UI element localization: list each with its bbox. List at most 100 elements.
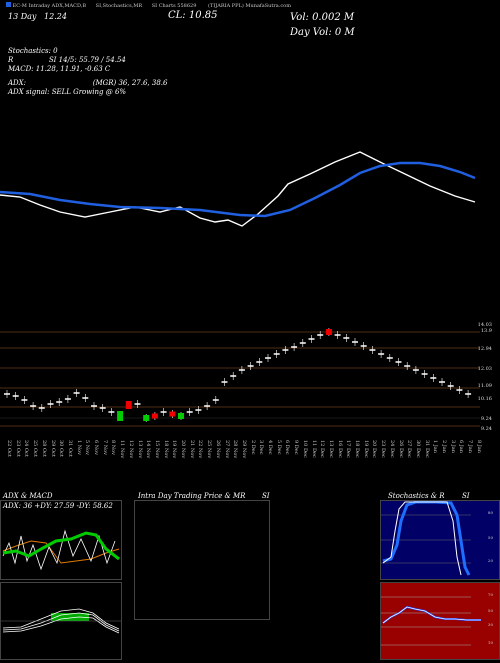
date-label: 23 Oct xyxy=(14,440,21,457)
date-label: 18 Dec xyxy=(354,440,360,458)
candle-body xyxy=(99,407,106,409)
candle-body xyxy=(404,365,411,367)
date-label: 25 Nov xyxy=(206,440,213,459)
date-label: 30 Dec xyxy=(414,440,421,458)
date-label: 10 Dec xyxy=(301,440,308,458)
rsi-tick: 30 xyxy=(487,622,493,627)
header-item-2: ADX,MACD,B xyxy=(51,3,87,9)
price-tick: 9.24 xyxy=(480,426,492,432)
date-label: 2 Dec xyxy=(249,440,256,455)
candle-body xyxy=(439,381,445,383)
candle-body xyxy=(334,334,341,336)
date-label: 17 Dec xyxy=(345,440,352,458)
candle-body xyxy=(82,397,89,399)
intraday-panel-si: SI xyxy=(262,492,270,500)
date-label: 26 Dec xyxy=(397,440,404,458)
macd-histogram xyxy=(1,608,121,634)
date-label: 27 Dec xyxy=(406,440,413,458)
stoch-panel-si: SI xyxy=(462,492,470,500)
candle-body xyxy=(378,353,385,355)
date-label: 22 Nov xyxy=(197,440,204,459)
candle-body xyxy=(73,392,80,394)
macd-white-line xyxy=(0,151,476,227)
candle-body xyxy=(204,405,211,407)
date-label: 22 Oct xyxy=(6,440,12,457)
date-label: 1 Jan xyxy=(432,440,439,453)
candle-body xyxy=(169,411,176,417)
date-label: 20 Nov xyxy=(180,440,186,459)
date-label: 13 Dec xyxy=(327,440,334,458)
date-label: 29 Nov xyxy=(240,440,247,459)
rsi-tick: 50 xyxy=(487,608,493,613)
vol-label: Vol: 0.002 M xyxy=(290,12,355,23)
stochastics-lines xyxy=(381,501,471,576)
stochastics-panel: 80 50 20 xyxy=(380,500,500,580)
date-label: 19 Nov xyxy=(171,440,178,459)
chart-header: EC-M Intraday ADX,MACD,B SI,Stochastics,… xyxy=(0,2,500,9)
price-tick: 14.03 xyxy=(477,322,492,328)
candle-body xyxy=(291,346,298,348)
date-label: 21 Nov xyxy=(188,440,195,459)
date-label: 20 Dec xyxy=(371,440,378,458)
candle-body xyxy=(230,375,237,377)
rsi-tick: 10 xyxy=(487,640,493,645)
date-label: 7 Nov xyxy=(101,440,108,455)
adx-lines xyxy=(2,529,120,571)
candle-body xyxy=(421,373,428,375)
candle-body xyxy=(186,411,193,413)
date-label: 24 Dec xyxy=(388,440,395,458)
stoch-tick: 50 xyxy=(487,535,493,540)
intraday-panel-title: Intra Day Trading Price & MR xyxy=(138,492,246,500)
close-label: CL: 10.85 xyxy=(168,10,218,21)
candle-body xyxy=(91,405,97,407)
candle-body xyxy=(308,338,315,340)
candle-body xyxy=(212,399,219,401)
candle-body xyxy=(282,349,289,351)
date-label: 31 Oct xyxy=(66,440,73,457)
adx-text: ADX: (MGR) 36, 27.6, 38.6 xyxy=(8,79,168,87)
candle-body xyxy=(108,411,115,413)
rsi-text: R SI 14/5: 55.79 / 54.54 xyxy=(8,56,126,64)
date-label: 12 Nov xyxy=(127,440,134,459)
adx-signal-text: ADX signal: SELL Growing @ 6% xyxy=(8,88,127,96)
date-label: 18 Nov xyxy=(162,440,169,459)
price-tick: 13.9 xyxy=(480,328,492,334)
rsi-tick: 70 xyxy=(487,592,493,597)
candle-body xyxy=(247,365,254,367)
date-label: 19 Dec xyxy=(362,440,369,458)
candle-body xyxy=(360,345,367,347)
candle-body xyxy=(256,361,263,363)
date-label: 23 Dec xyxy=(380,440,387,458)
date-label: 26 Nov xyxy=(214,440,221,459)
candle-body xyxy=(143,415,150,421)
candle-body xyxy=(317,334,324,336)
date-label: 15 Nov xyxy=(153,440,160,459)
date-label: 28 Nov xyxy=(232,440,239,459)
macd-panel xyxy=(0,582,122,660)
date-label: 7 Jan xyxy=(467,440,474,453)
macd-blue-line xyxy=(0,161,476,218)
candle-body xyxy=(352,341,358,343)
price-tick: 11.09 xyxy=(477,383,492,389)
date-label: 29 Oct xyxy=(49,440,56,457)
candle-body xyxy=(38,407,45,409)
candle-body xyxy=(30,405,37,407)
intraday-panel xyxy=(134,500,270,620)
date-label: 5 Nov xyxy=(84,440,91,455)
macd-text: MACD: 11.28, 11.91, -0.63 C xyxy=(8,65,111,73)
candle-body xyxy=(151,413,158,419)
date-label: 4 Dec xyxy=(267,440,273,455)
header-item-5: (TIJARIA PPL) MunafaSutra.com xyxy=(207,3,291,9)
adx-panel-title: ADX & MACD xyxy=(3,492,53,500)
date-label: 9 Dec xyxy=(293,440,300,455)
candle-body xyxy=(125,401,132,409)
date-label: 5 Dec xyxy=(275,440,282,455)
candle-body xyxy=(456,389,463,391)
macd-lines-chart xyxy=(0,151,476,227)
stoch-tick: 20 xyxy=(487,558,493,563)
candle-body xyxy=(465,393,472,395)
candle-body xyxy=(299,342,306,344)
candle-body xyxy=(47,403,54,405)
candle-body xyxy=(12,395,19,397)
date-label: 24 Oct xyxy=(23,440,30,457)
